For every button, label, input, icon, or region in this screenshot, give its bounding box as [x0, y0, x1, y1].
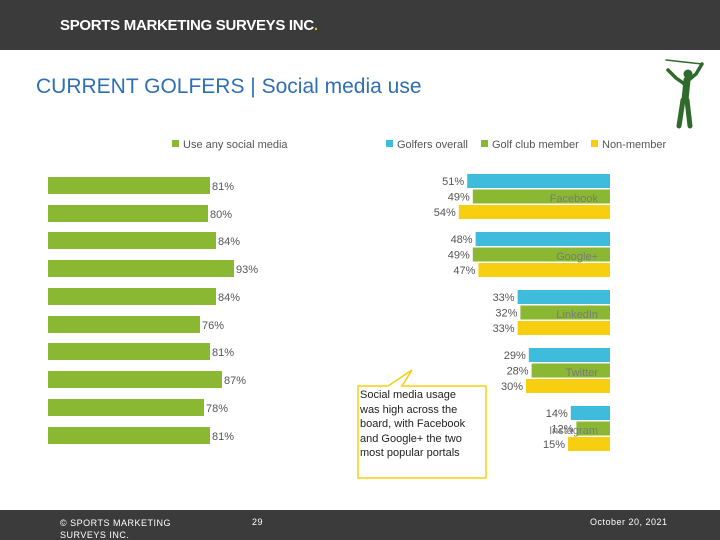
bar	[48, 316, 200, 333]
bar	[526, 379, 610, 393]
data-label: 29%	[504, 350, 526, 362]
data-label: 87%	[224, 375, 246, 387]
left-legend-item: Use any social media	[172, 139, 288, 151]
bar	[576, 421, 610, 436]
data-label: 76%	[202, 320, 224, 332]
data-label: 15%	[543, 439, 565, 451]
data-label: 81%	[212, 431, 234, 443]
bar	[472, 247, 610, 262]
bar	[48, 205, 208, 222]
data-label: 33%	[493, 292, 515, 304]
data-label: 47%	[453, 265, 475, 277]
category-label: Facebook	[550, 193, 599, 205]
footer-date: October 20, 2021	[590, 517, 668, 527]
bar	[48, 427, 210, 444]
legend-label: Non-member	[602, 139, 667, 151]
bar	[48, 260, 234, 277]
legend-swatch	[591, 140, 598, 147]
bar	[531, 363, 610, 378]
category-label: Google+	[556, 251, 598, 263]
brand-logo: SPORTS MARKETING SURVEYS INC.	[60, 17, 318, 34]
bar	[568, 437, 610, 451]
data-label: 81%	[212, 181, 234, 193]
bar	[517, 290, 610, 304]
bar	[48, 343, 210, 360]
data-label: 51%	[442, 176, 464, 188]
category-label: Instagram	[549, 425, 598, 437]
data-label: 49%	[448, 192, 470, 204]
page-number: 29	[252, 517, 264, 527]
bar	[48, 177, 210, 194]
header-bar: SPORTS MARKETING SURVEYS INC.	[0, 0, 720, 50]
data-label: 80%	[210, 209, 232, 221]
data-label: 78%	[206, 403, 228, 415]
bar	[48, 399, 204, 416]
callout-note: Social media usage was high across the b…	[360, 389, 466, 459]
bar	[475, 232, 610, 246]
bar	[48, 371, 222, 388]
legend-swatch	[481, 140, 488, 147]
legend-label: Golfers overall	[397, 139, 468, 151]
bar	[467, 174, 610, 188]
right-legend-item: Golf club member	[481, 139, 579, 151]
data-label: 48%	[451, 234, 473, 246]
data-label: 84%	[218, 236, 240, 248]
data-label: 81%	[212, 347, 234, 359]
legend-swatch	[386, 140, 393, 147]
page-title: CURRENT GOLFERS | Social media use	[36, 75, 422, 98]
legend-label: Use any social media	[183, 139, 288, 151]
bar	[570, 406, 610, 420]
right-legend-item: Golfers overall	[386, 139, 468, 151]
data-label: 54%	[434, 207, 456, 219]
data-label: 14%	[546, 408, 568, 420]
category-label: LinkedIn	[556, 309, 598, 321]
category-label: Twitter	[566, 367, 599, 379]
bar	[458, 205, 610, 219]
data-label: 93%	[236, 264, 258, 276]
golfer-icon	[665, 59, 704, 129]
bar	[517, 321, 610, 335]
bar	[48, 288, 216, 305]
footer-copyright: © SPORTS MARKETING SURVEYS INC.	[60, 518, 171, 540]
data-label: 12%	[551, 424, 573, 436]
data-label: 49%	[448, 250, 470, 262]
footer-bar: © SPORTS MARKETING SURVEYS INC. 29 Octob…	[0, 510, 720, 540]
bar	[472, 189, 610, 204]
bar	[478, 263, 610, 277]
legend-swatch	[172, 140, 179, 147]
data-label: 28%	[507, 366, 529, 378]
data-label: 32%	[495, 308, 517, 320]
legend-label: Golf club member	[492, 139, 579, 151]
callout-bubble	[357, 369, 487, 479]
bar	[520, 305, 610, 320]
data-label: 33%	[493, 323, 515, 335]
data-label: 30%	[501, 381, 523, 393]
bar	[48, 232, 216, 249]
right-legend-item: Non-member	[591, 139, 666, 151]
data-label: 84%	[218, 292, 240, 304]
bar	[528, 348, 610, 362]
